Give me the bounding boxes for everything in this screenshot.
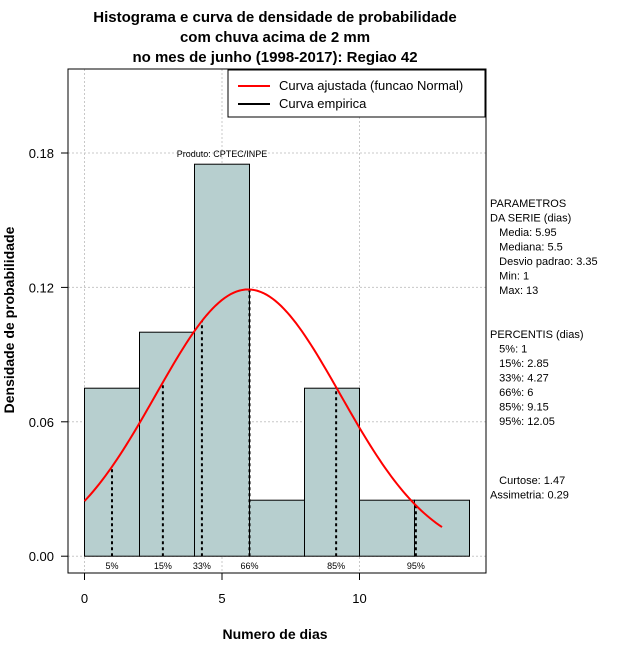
percentis_lines-line-2: 15%: 2.85: [490, 358, 549, 370]
extra_lines-line-1: Assimetria: 0.29: [490, 490, 569, 502]
params_lines-line-5: Min: 1: [490, 271, 529, 283]
params_lines-line-3: Mediana: 5.5: [490, 242, 563, 254]
percentile-label-4: 85%: [327, 561, 345, 571]
params_lines-line-0: PARAMETROS: [490, 198, 566, 210]
params_lines-line-2: Media: 5.95: [490, 227, 557, 239]
percentis_lines-line-4: 66%: 6: [490, 387, 533, 399]
y-tick-label-2: 0.12: [29, 280, 54, 295]
histogram-bars: [84, 163, 470, 557]
chart-title: Histograma e curva de densidade de proba…: [93, 9, 456, 66]
bar-5: [359, 499, 415, 557]
percentis_lines-line-5: 85%: 9.15: [490, 402, 549, 414]
percentile-label-0: 5%: [105, 561, 118, 571]
normal-curve-line: [83, 288, 443, 528]
percentis_lines-line-3: 33%: 4.27: [490, 373, 549, 385]
side-panel: PARAMETROS DA SERIE (dias) Media: 5.95 Me…: [490, 198, 598, 502]
legend-box: [227, 69, 486, 118]
bar-3: [249, 499, 305, 557]
percentile-markers: 5% 15% 33% 66% 85% 95%: [105, 289, 425, 571]
percentis_lines-line-0: PERCENTIS (dias): [490, 329, 584, 341]
params_lines-line-4: Desvio padrao: 3.35: [490, 256, 598, 268]
legend-entry-empirical: Curva empirica: [279, 96, 367, 111]
y-axis-label: Densidade de probabilidade: [1, 226, 17, 413]
extra_lines-line-0: Curtose: 1.47: [490, 475, 565, 487]
y-tick-label-3: 0.18: [29, 146, 54, 161]
percentis_lines-line-6: 95%: 12.05: [490, 416, 555, 428]
legend-entry-normal: Curva ajustada (funcao Normal): [279, 78, 463, 93]
params_lines-line-6: Max: 13: [490, 285, 538, 297]
title-line-2: no mes de junho (1998-2017): Regiao 42: [132, 49, 417, 66]
legend: Curva ajustada (funcao Normal) Curva emp…: [227, 69, 486, 118]
x-tick-label-0: 0: [81, 591, 88, 606]
product-label: Produto: CPTEC/INPE: [177, 149, 268, 159]
title-line-1: com chuva acima de 2 mm: [180, 29, 370, 46]
percentile-label-3: 66%: [240, 561, 258, 571]
bar-6: [414, 499, 470, 557]
percentis_lines-line-1: 5%: 1: [490, 344, 527, 356]
params_lines-line-1: DA SERIE (dias): [490, 213, 571, 225]
normal-curve: [83, 288, 443, 528]
bar-1: [139, 331, 195, 557]
y-tick-label-1: 0.06: [29, 415, 54, 430]
axes: 0 5 10 0.00 0.06 0.12 0.18: [29, 146, 367, 606]
bar-2: [194, 163, 250, 557]
plot-frame: [67, 68, 487, 574]
percentile-label-5: 95%: [407, 561, 425, 571]
percentile-label-2: 33%: [193, 561, 211, 571]
percentile-label-1: 15%: [154, 561, 172, 571]
x-tick-label-2: 10: [352, 591, 366, 606]
y-tick-label-0: 0.00: [29, 549, 54, 564]
title-line-0: Histograma e curva de densidade de proba…: [93, 9, 456, 26]
x-tick-label-1: 5: [218, 591, 225, 606]
bar-4: [304, 387, 360, 557]
x-axis-label: Numero de dias: [222, 626, 327, 642]
